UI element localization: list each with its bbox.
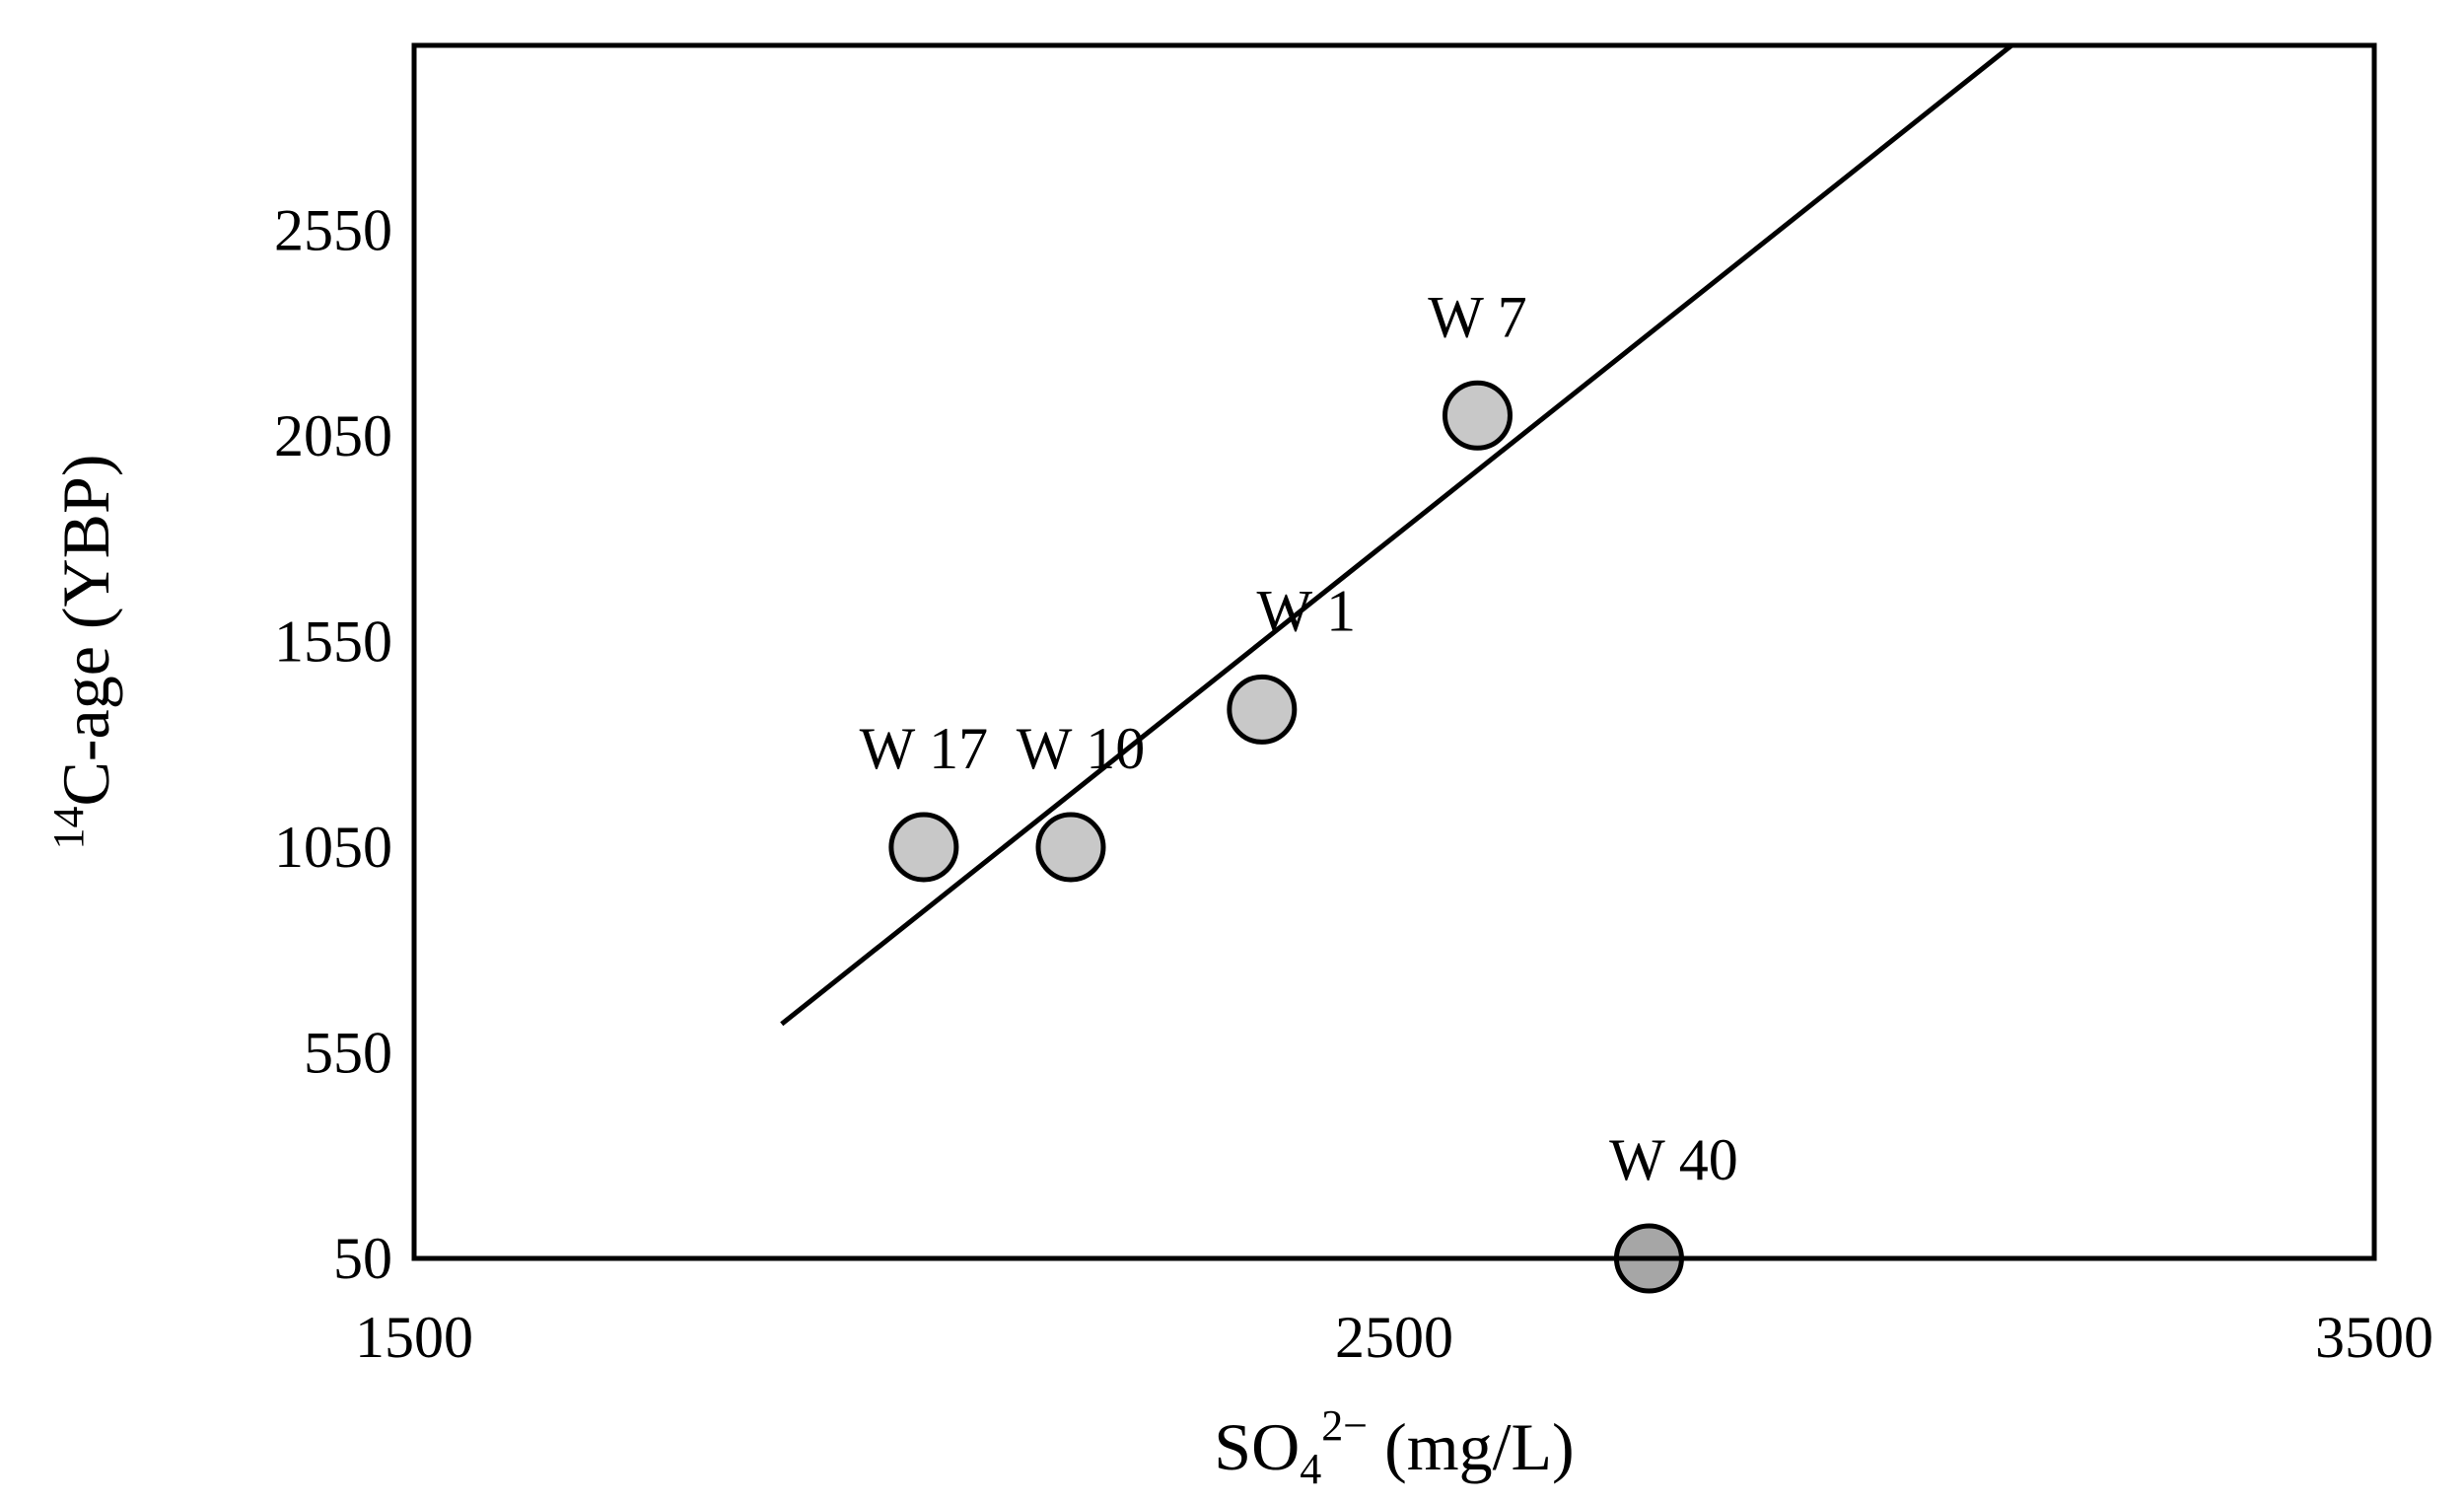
y-tick-label: 550 [304,1021,392,1086]
y-tick-label: 2550 [274,198,392,263]
x-tick-label: 1500 [355,1305,473,1370]
y-tick-label: 1550 [274,609,392,675]
data-point-w17 [888,812,959,883]
data-label-w10: W 10 [1017,716,1146,781]
plot-area-frame [411,42,2377,1261]
data-label-w40: W 40 [1609,1127,1738,1192]
point-labels-layer: W 17 W 10 W 1 W 7 W 40 [860,284,1738,1192]
x-axis-title-sub: 4 [1300,1445,1321,1493]
x-tick-labels: 1500 2500 3500 [355,1305,2433,1370]
x-tick-label: 3500 [2315,1305,2433,1370]
x-axis-title-sup: 2− [1321,1401,1368,1450]
x-axis-title: SO42− (mg/L) [1214,1401,1574,1493]
y-tick-label: 50 [333,1226,392,1291]
data-point-w10 [1035,812,1106,883]
trendline [780,43,2013,1027]
y-tick-label: 1050 [274,815,392,880]
points-layer [888,380,1684,1294]
data-point-w7 [1442,380,1513,451]
y-axis-title-sup: 14 [44,806,93,849]
x-axis-title-base: SO [1214,1409,1300,1484]
y-axis-title: 14C-age (YBP) [44,455,123,850]
y-axis-title-rest: C-age (YBP) [48,455,123,807]
x-tick-label: 2500 [1335,1305,1453,1370]
x-axis-title-rest: (mg/L) [1368,1409,1575,1484]
y-tick-labels: 50 550 1050 1550 2050 2550 [274,198,392,1291]
data-label-w17: W 17 [860,716,989,781]
data-point-w1 [1227,674,1298,745]
y-tick-label: 2050 [274,403,392,468]
data-label-w1: W 1 [1257,578,1357,643]
trendline-layer [780,43,2013,1027]
data-label-w7: W 7 [1428,284,1527,349]
